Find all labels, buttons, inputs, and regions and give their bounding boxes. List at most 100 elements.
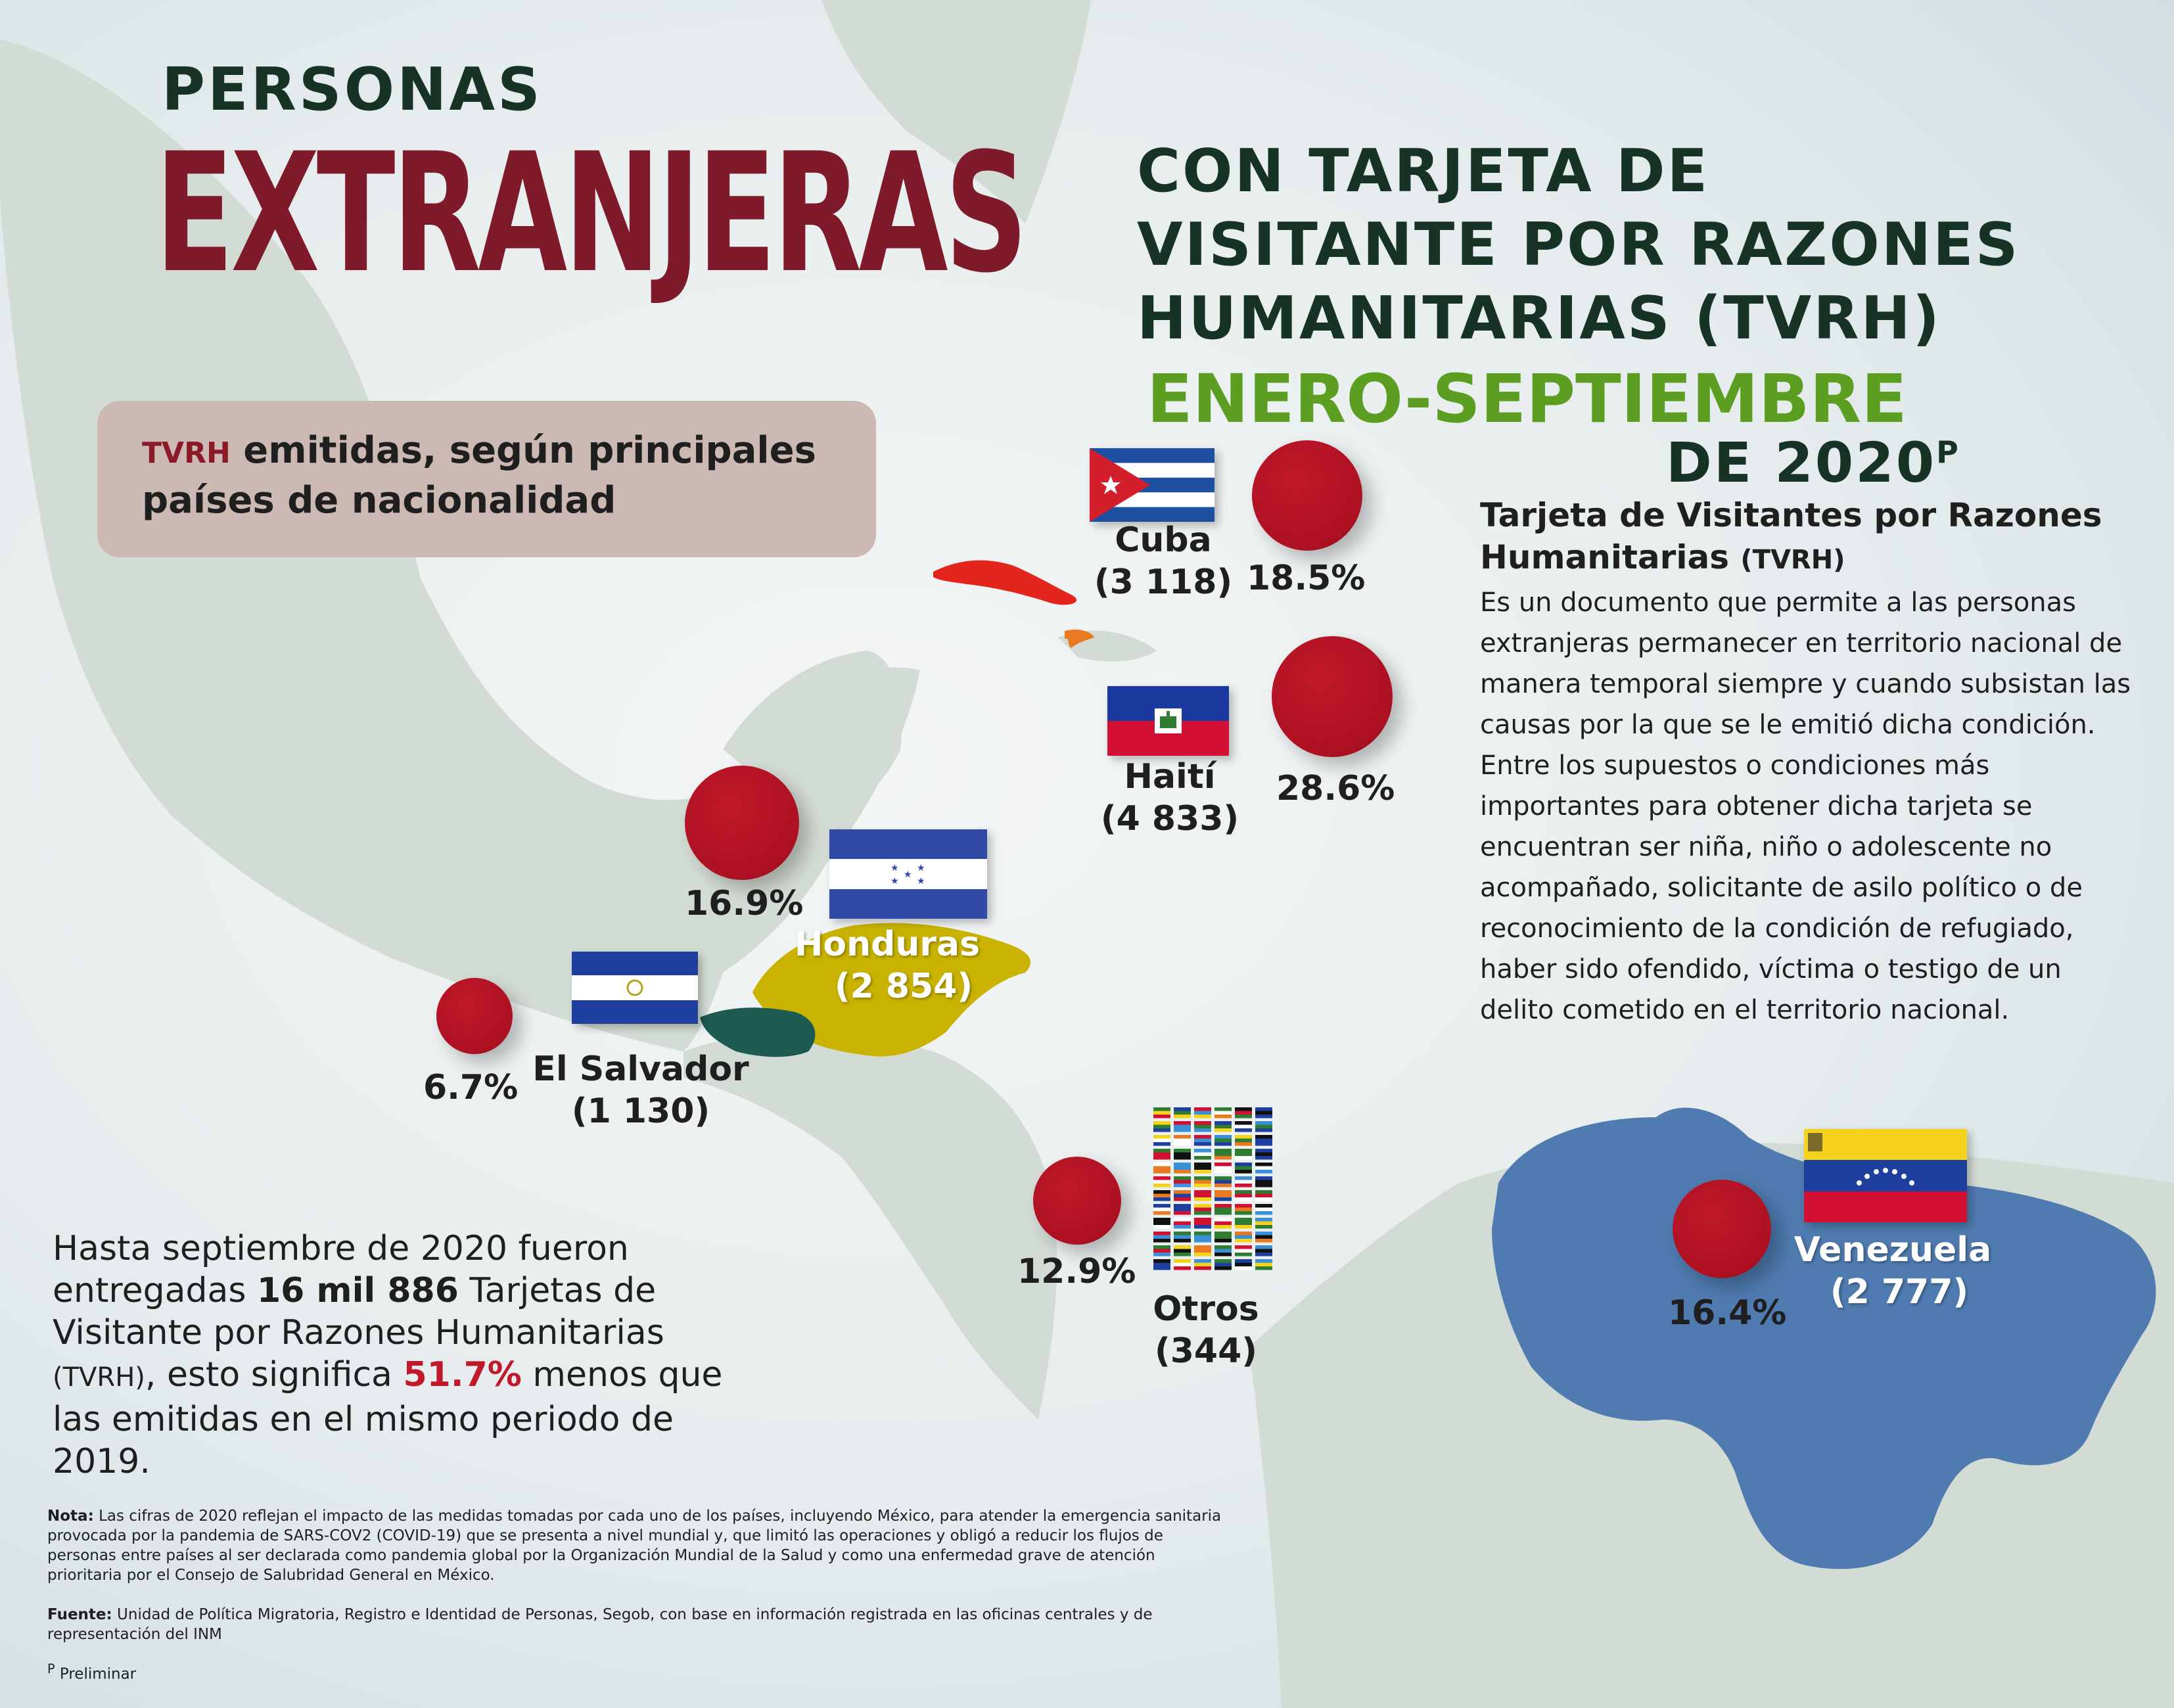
summary-part-4: menos que las emitidas en el mismo perio… bbox=[53, 1355, 723, 1481]
title-extranjeras: EXTRANJERAS bbox=[155, 118, 1028, 309]
mini-flag-icon bbox=[1255, 1121, 1272, 1132]
venezuela-label: Venezuela (2 777) bbox=[1788, 1229, 1998, 1313]
subtitle-text-1: emitidas, según principales bbox=[230, 429, 816, 472]
el-salvador-label: El Salvador (1 130) bbox=[526, 1048, 756, 1132]
year-label: DE 2020P bbox=[1666, 430, 1960, 495]
source-note: Fuente: Unidad de Política Migratoria, R… bbox=[47, 1605, 1230, 1644]
venezuela-name: Venezuela bbox=[1793, 1230, 1992, 1270]
mini-flag-icon bbox=[1174, 1204, 1191, 1215]
title-line-1: CON TARJETA DE bbox=[1137, 137, 1710, 206]
summary-part-1: Hasta septiembre de 2020 fueron entregad… bbox=[53, 1229, 629, 1310]
honduras-circle bbox=[685, 766, 799, 880]
haiti-name: Haití bbox=[1124, 757, 1216, 796]
mini-flag-icon bbox=[1153, 1232, 1170, 1243]
otros-label: Otros (344) bbox=[1140, 1288, 1272, 1372]
note-label: Nota: bbox=[47, 1508, 94, 1525]
land-florida bbox=[821, 0, 1091, 223]
mini-flag-icon bbox=[1255, 1190, 1272, 1201]
mini-flag-icon bbox=[1153, 1163, 1170, 1174]
description-title: Tarjeta de Visitantes por Razones Humani… bbox=[1480, 494, 2124, 581]
mini-flag-icon bbox=[1235, 1163, 1252, 1174]
map-el-salvador bbox=[700, 1007, 816, 1057]
mini-flag-icon bbox=[1194, 1245, 1211, 1257]
mini-flag-icon bbox=[1214, 1204, 1232, 1215]
cuba-name: Cuba bbox=[1115, 520, 1212, 560]
mini-flag-icon bbox=[1235, 1135, 1252, 1146]
mini-flag-icon bbox=[1194, 1190, 1211, 1201]
map-honduras bbox=[752, 923, 1031, 1057]
mini-flag-icon bbox=[1194, 1149, 1211, 1160]
cuba-circle bbox=[1252, 440, 1362, 551]
svg-text:★: ★ bbox=[917, 876, 925, 887]
mini-flag-icon bbox=[1214, 1259, 1232, 1270]
honduras-percent: 16.9% bbox=[685, 884, 804, 923]
cuba-percent: 18.5% bbox=[1247, 559, 1366, 598]
mini-flag-icon bbox=[1174, 1149, 1191, 1160]
mini-flag-icon bbox=[1214, 1176, 1232, 1188]
mini-flag-icon bbox=[1194, 1135, 1211, 1146]
el-salvador-count: (1 130) bbox=[571, 1092, 710, 1131]
summary-part-2: Tarjetas de Visitante por Razones Humani… bbox=[53, 1271, 664, 1352]
honduras-flag-icon: ★ ★ ★ ★ ★ bbox=[829, 829, 987, 919]
mini-flag-icon bbox=[1194, 1121, 1211, 1132]
subtitle-abbr: TVRH bbox=[142, 436, 231, 470]
mini-flag-icon bbox=[1235, 1176, 1252, 1188]
mini-flag-icon bbox=[1153, 1259, 1170, 1270]
el-salvador-name: El Salvador bbox=[532, 1050, 749, 1089]
note-text: Las cifras de 2020 reflejan el impacto d… bbox=[47, 1508, 1222, 1584]
cuba-count: (3 118) bbox=[1094, 563, 1233, 602]
mini-flag-icon bbox=[1235, 1190, 1252, 1201]
honduras-label: Honduras (2 854) bbox=[782, 923, 992, 1007]
summary-text: Hasta septiembre de 2020 fueron entregad… bbox=[53, 1228, 736, 1483]
mini-flag-icon bbox=[1235, 1107, 1252, 1119]
mini-flag-icon bbox=[1214, 1218, 1232, 1229]
preliminary-mark: P bbox=[1936, 434, 1960, 470]
mini-flag-icon bbox=[1214, 1107, 1232, 1119]
mini-flag-icon bbox=[1194, 1259, 1211, 1270]
el-salvador-percent: 6.7% bbox=[423, 1068, 519, 1107]
otros-percent: 12.9% bbox=[1017, 1252, 1136, 1291]
mini-flag-icon bbox=[1194, 1107, 1211, 1119]
mini-flag-icon bbox=[1153, 1218, 1170, 1229]
haiti-circle bbox=[1272, 636, 1393, 757]
mini-flag-icon bbox=[1153, 1149, 1170, 1160]
mini-flag-icon bbox=[1194, 1163, 1211, 1174]
mini-flag-icon bbox=[1194, 1232, 1211, 1243]
svg-text:★: ★ bbox=[904, 869, 912, 880]
mini-flag-icon bbox=[1153, 1135, 1170, 1146]
svg-text:★: ★ bbox=[890, 876, 899, 887]
mini-flag-icon bbox=[1174, 1176, 1191, 1188]
venezuela-count: (2 777) bbox=[1830, 1272, 1969, 1312]
haiti-label: Haití (4 833) bbox=[1091, 756, 1249, 840]
mini-flag-icon bbox=[1194, 1204, 1211, 1215]
haiti-percent: 28.6% bbox=[1276, 769, 1395, 808]
mini-flag-icon bbox=[1255, 1107, 1272, 1119]
summary-abbr: (TVRH) bbox=[53, 1362, 145, 1393]
summary-part-3: , esto significa bbox=[145, 1355, 404, 1395]
year-text: DE 2020 bbox=[1666, 430, 1937, 495]
mini-flag-icon bbox=[1174, 1107, 1191, 1119]
mini-flag-icon bbox=[1153, 1245, 1170, 1257]
venezuela-percent: 16.4% bbox=[1668, 1293, 1787, 1333]
honduras-count: (2 854) bbox=[834, 967, 973, 1006]
mini-flag-icon bbox=[1255, 1149, 1272, 1160]
source-label: Fuente: bbox=[47, 1606, 112, 1623]
mini-flag-icon bbox=[1153, 1190, 1170, 1201]
cuba-flag-icon bbox=[1090, 448, 1214, 522]
svg-text:★: ★ bbox=[890, 863, 899, 873]
description-title-text: Tarjeta de Visitantes por Razones Humani… bbox=[1480, 496, 2102, 576]
mini-flag-icon bbox=[1255, 1204, 1272, 1215]
otros-count: (344) bbox=[1154, 1331, 1258, 1371]
otros-flags-grid-icon bbox=[1153, 1107, 1272, 1270]
subtitle-box bbox=[97, 401, 876, 557]
mini-flag-icon bbox=[1235, 1259, 1252, 1270]
summary-decrease: 51.7% bbox=[403, 1355, 522, 1395]
mini-flag-icon bbox=[1255, 1245, 1272, 1257]
mini-flag-icon bbox=[1214, 1149, 1232, 1160]
title-line-2: VISITANTE POR RAZONES bbox=[1137, 210, 2020, 279]
mini-flag-icon bbox=[1255, 1135, 1272, 1146]
el-salvador-flag-icon bbox=[572, 952, 698, 1024]
land-central-america bbox=[683, 1032, 1057, 1419]
subtitle-text-2: países de nacionalidad bbox=[142, 479, 616, 522]
